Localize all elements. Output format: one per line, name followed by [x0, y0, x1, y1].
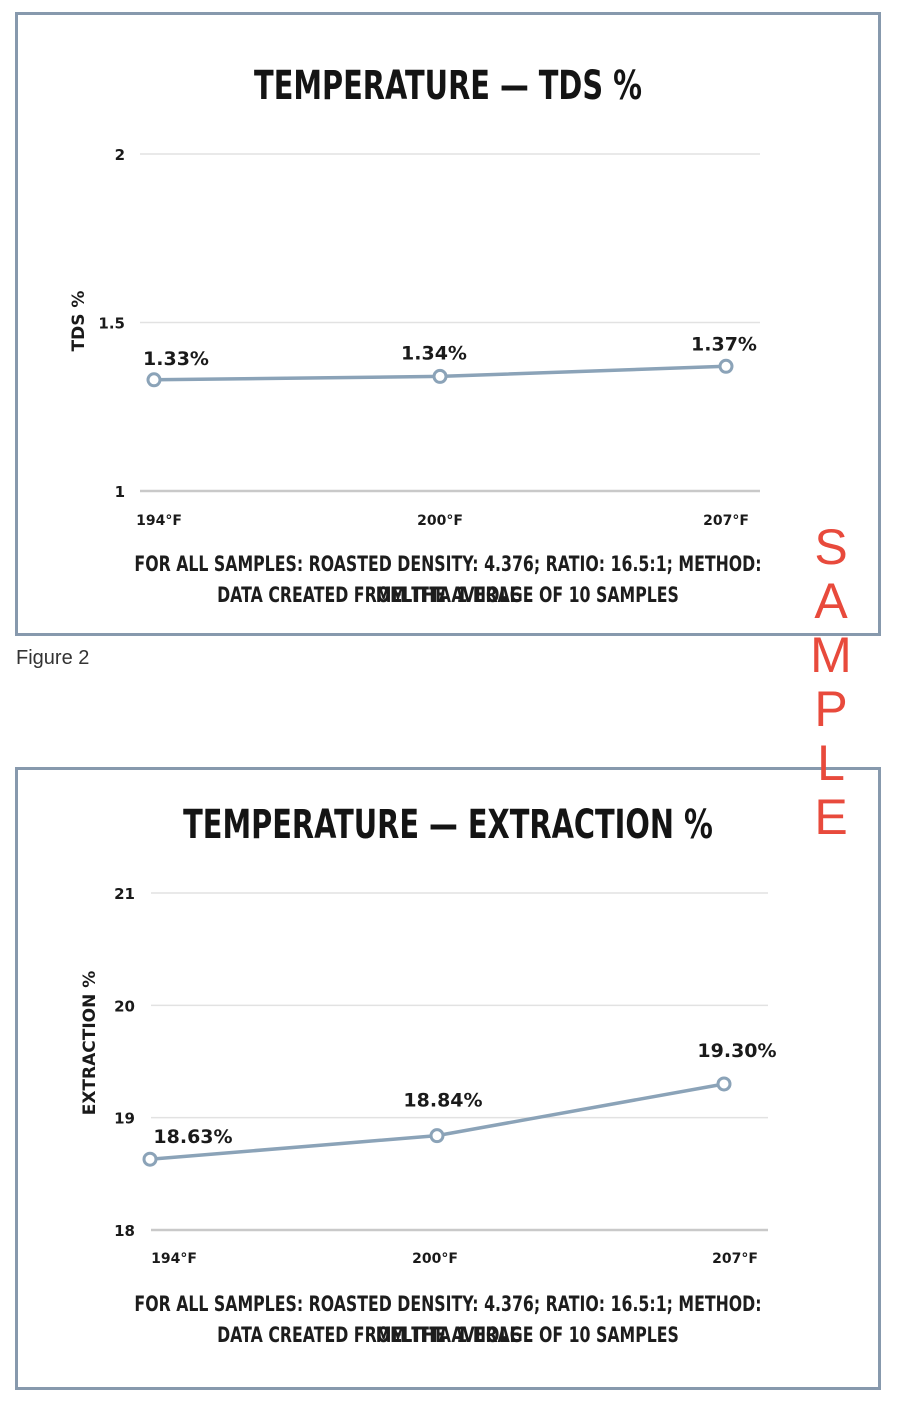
y-axis-label: EXTRACTION % [80, 971, 100, 1116]
y-axis-label: TDS % [69, 291, 89, 352]
extraction-chart: 18 19 20 21 194°F 200°F 207°F EXTRACTION % 18.63… [80, 885, 777, 1267]
data-point [432, 368, 448, 384]
data-point [146, 372, 162, 388]
y-tick-label: 21 [114, 885, 135, 903]
x-tick-label: 194°F [151, 1251, 197, 1267]
chart-title: TEMPERATURE — EXTRACTION % [183, 802, 713, 848]
data-label: 1.37% [691, 333, 757, 355]
data-label: 1.33% [143, 348, 209, 370]
data-label: 1.34% [401, 342, 467, 364]
chart-note-line-1: FOR ALL SAMPLES: ROASTED DENSITY: 4.376;… [134, 1292, 762, 1347]
data-label: 19.30% [697, 1040, 776, 1062]
watermark-letter: A [814, 573, 848, 629]
y-tick-label: 19 [114, 1110, 135, 1128]
chart-panel-tds: TEMPERATURE — TDS % 1 1.5 2 194°F 200°F 207°F… [15, 12, 881, 636]
y-tick-label: 18 [114, 1222, 135, 1240]
x-tick-label: 200°F [417, 513, 463, 529]
x-tick-label: 200°F [412, 1251, 458, 1267]
x-tick-label: 207°F [712, 1251, 758, 1267]
figure-caption: Figure 2 [16, 647, 90, 669]
watermark-letter: M [810, 627, 852, 683]
watermark-letter: S [814, 519, 848, 575]
x-tick-label: 194°F [136, 513, 182, 529]
chart-note-line-2: DATA CREATED FROM THE AVERAGE OF 10 SAMP… [217, 1323, 679, 1347]
chart-panel-extraction: TEMPERATURE — EXTRACTION % 18 19 20 21 194°F… [15, 767, 881, 1390]
data-point [142, 1151, 158, 1167]
data-label: 18.63% [153, 1126, 232, 1148]
data-label: 18.84% [403, 1090, 482, 1112]
chart-title: TEMPERATURE — TDS % [254, 63, 642, 109]
y-tick-label: 2 [115, 146, 125, 164]
data-point [716, 1076, 732, 1092]
chart-note-line-1: FOR ALL SAMPLES: ROASTED DENSITY: 4.376;… [134, 552, 762, 607]
y-tick-label: 1.5 [98, 315, 125, 333]
y-tick-label: 1 [115, 483, 125, 501]
watermark-letter: L [817, 735, 845, 791]
watermark-letter: E [814, 789, 848, 845]
data-point [718, 358, 734, 374]
data-point [429, 1128, 445, 1144]
tds-chart: 1 1.5 2 194°F 200°F 207°F TDS % 1.33% 1.34% 1.37% [69, 146, 760, 529]
watermark-letter: P [814, 681, 848, 737]
chart-note-line-2: DATA CREATED FROM THE AVERAGE OF 10 SAMP… [217, 583, 679, 607]
x-tick-label: 207°F [703, 513, 749, 529]
y-tick-label: 20 [114, 997, 135, 1015]
